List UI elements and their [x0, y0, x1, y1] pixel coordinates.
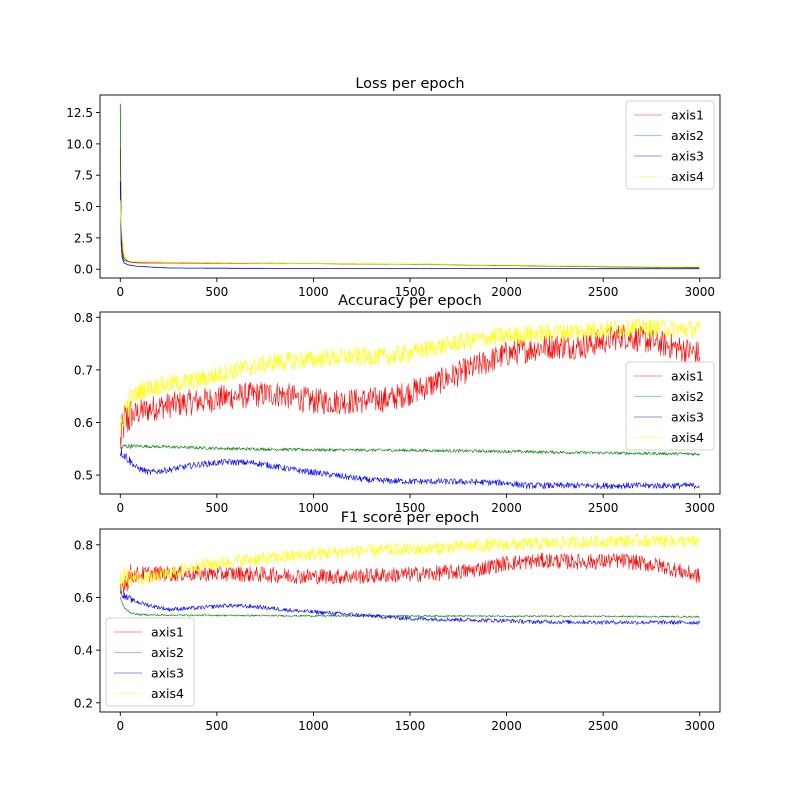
f1-chart: 0 500 1000 1500 2000 2500 3000 0.2 0.4 0.6 0.8 axis…: [74, 528, 721, 733]
accuracy-legend-label-axis1: axis1: [671, 369, 704, 384]
f1-x-tick-label: 2500: [588, 719, 619, 733]
accuracy-legend-label-axis2: axis2: [671, 389, 704, 404]
f1-legend: axis1 axis2 axis3 axis4: [105, 617, 195, 707]
accuracy-series-axis1: [120, 324, 700, 449]
loss-legend-label-axis1: axis1: [671, 108, 704, 123]
loss-y-tick-label: 7.5: [74, 169, 93, 183]
loss-y-tick-label: 0.0: [74, 263, 93, 277]
loss-legend-label-axis3: axis3: [671, 149, 704, 164]
accuracy-series-axis3: [120, 448, 700, 490]
accuracy-x-tick-label: 1000: [298, 501, 329, 515]
f1-legend-label-axis2: axis2: [151, 645, 184, 660]
f1-legend-box: [105, 617, 195, 707]
f1-y-tick-label: 0.2: [74, 696, 93, 710]
accuracy-x-tick-label: 1500: [395, 501, 426, 515]
loss-y-tick-label: 12.5: [66, 106, 93, 120]
f1-y-tick-label: 0.6: [74, 591, 93, 605]
accuracy-y-tick-label: 0.5: [74, 469, 93, 483]
loss-x-tick-label: 3000: [684, 285, 715, 299]
f1-x-tick-label: 0: [116, 719, 124, 733]
loss-x-tick-label: 1500: [395, 285, 426, 299]
accuracy-x-tick-label: 0: [116, 501, 124, 515]
accuracy-chart-title: Accuracy per epoch: [338, 293, 482, 309]
accuracy-legend-label-axis3: axis3: [671, 410, 704, 425]
loss-y-tick-label: 5.0: [74, 200, 93, 214]
loss-x-tick-label: 500: [205, 285, 228, 299]
accuracy-x-tick-label: 3000: [684, 501, 715, 515]
loss-legend-label-axis4: axis4: [671, 169, 704, 184]
accuracy-series-axis4: [120, 318, 700, 433]
f1-series-axis3: [120, 589, 700, 625]
f1-y-tick-label: 0.4: [74, 644, 93, 658]
loss-chart: 0 500 1000 1500 2000 2500 3000 0.0 2.5 5.0 7.5 10.0…: [66, 94, 721, 299]
f1-legend-label-axis1: axis1: [151, 625, 184, 640]
f1-chart-title: F1 score per epoch: [341, 510, 480, 526]
loss-x-tick-label: 1000: [298, 285, 329, 299]
loss-series-axis4: [119, 200, 700, 268]
accuracy-legend-label-axis4: axis4: [671, 430, 704, 445]
accuracy-y-tick-label: 0.6: [74, 416, 93, 430]
loss-legend-label-axis2: axis2: [671, 128, 704, 143]
accuracy-y-tick-label: 0.8: [74, 311, 93, 325]
accuracy-y-tick-label: 0.7: [74, 363, 93, 377]
loss-legend: axis1 axis2 axis3 axis4: [625, 100, 715, 190]
loss-x-tick-label: 2500: [588, 285, 619, 299]
f1-x-tick-label: 3000: [684, 719, 715, 733]
accuracy-series-axis2: [120, 443, 700, 456]
f1-x-tick-label: 1500: [395, 719, 426, 733]
accuracy-x-tick-label: 500: [205, 501, 228, 515]
f1-series-axis1: [120, 552, 700, 596]
loss-x-tick-label: 0: [116, 285, 124, 299]
f1-x-tick-label: 2000: [491, 719, 522, 733]
loss-x-tick-label: 2000: [491, 285, 522, 299]
f1-legend-label-axis4: axis4: [151, 686, 184, 701]
f1-x-tick-label: 1000: [298, 719, 329, 733]
f1-y-tick-label: 0.8: [74, 538, 93, 552]
f1-x-tick-label: 500: [205, 719, 228, 733]
accuracy-x-tick-label: 2500: [588, 501, 619, 515]
loss-series-axis3: [119, 181, 700, 270]
accuracy-x-tick-label: 2000: [491, 501, 522, 515]
loss-chart-title: Loss per epoch: [355, 76, 464, 92]
loss-y-tick-label: 2.5: [74, 231, 93, 245]
f1-legend-label-axis3: axis3: [151, 666, 184, 681]
accuracy-chart: 0 500 1000 1500 2000 2500 3000 0.5 0.6 0.7 0.8 axis…: [74, 311, 721, 515]
f1-series-axis2: [120, 596, 700, 618]
loss-y-tick-label: 10.0: [66, 137, 93, 151]
accuracy-legend: axis1 axis2 axis3 axis4: [625, 361, 715, 451]
accuracy-legend-box: [625, 361, 715, 451]
f1-series-axis4: [120, 533, 700, 590]
loss-legend-box: [625, 100, 715, 190]
